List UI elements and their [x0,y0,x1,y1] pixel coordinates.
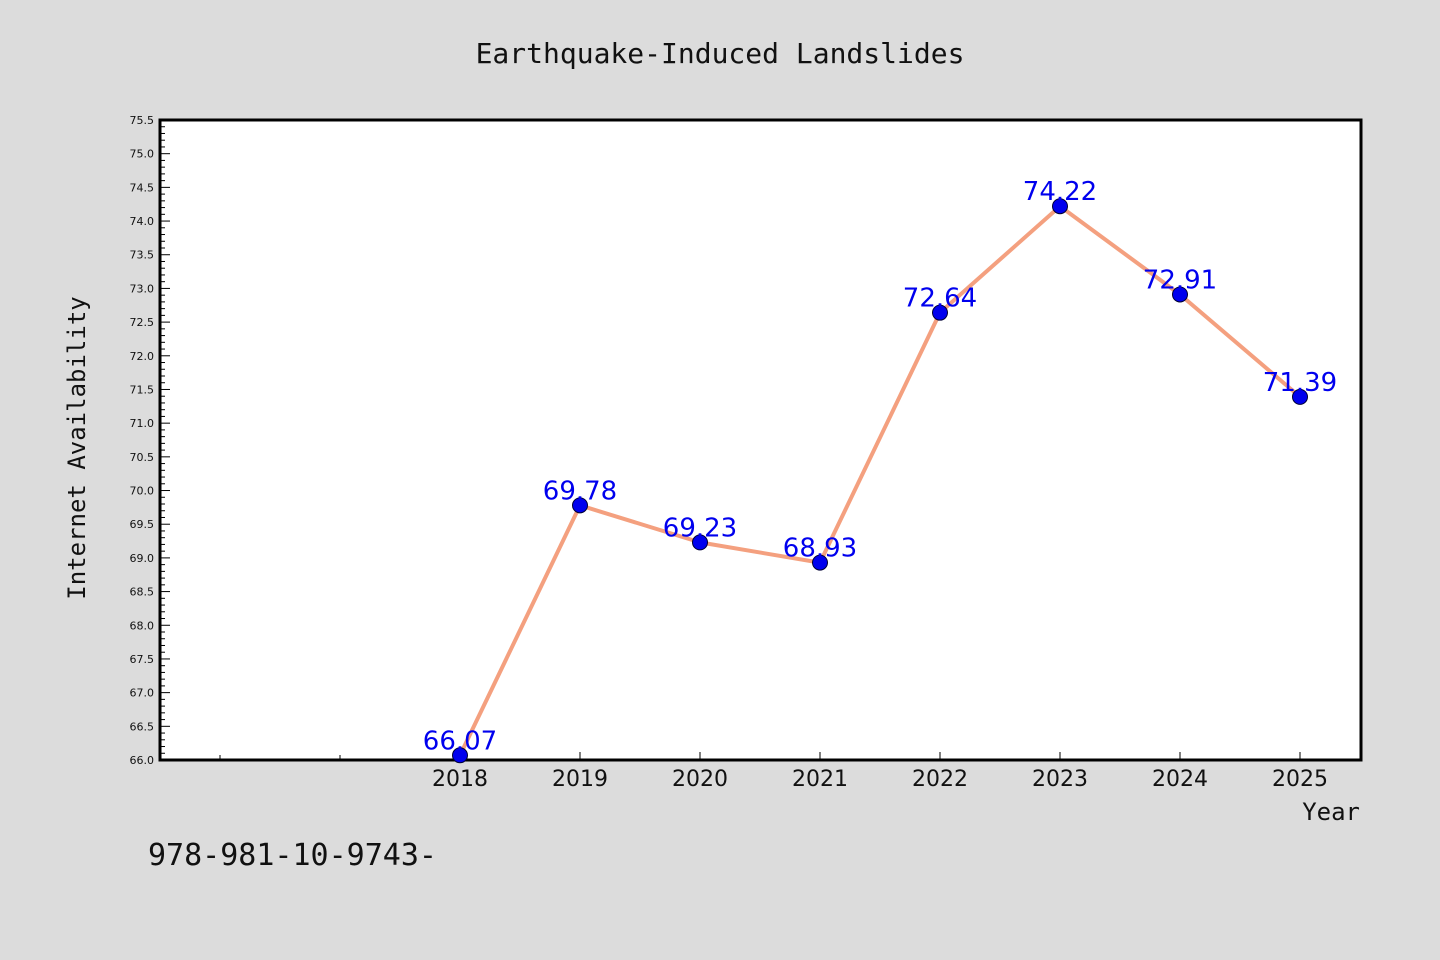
series-line [458,204,1302,757]
y-tick-label: 69.0 [130,552,155,565]
series-line-group [458,204,1302,757]
data-point [452,747,468,764]
y-tick-label: 72.5 [130,316,155,329]
y-tick-label: 66.5 [130,720,155,733]
y-tick-label: 73.5 [130,249,155,262]
y-axis-ticks: 66.0 66.5 67.0 67.5 68.0 68.5 69.0 69.5 70.0 70.5… [130,114,170,767]
y-tick-label: 69.5 [130,518,155,531]
data-label: 71.39 [1263,368,1337,398]
y-tick-label: 66.0 [130,754,155,767]
chart-title: Earthquake-Induced Landslides [476,37,965,70]
data-point [692,534,708,551]
plot-area [158,118,1363,762]
data-label: 72.64 [903,284,977,314]
y-tick-label: 70.5 [130,451,155,464]
x-tick-label: 2022 [912,767,968,792]
x-tick-label: 2020 [672,767,728,792]
data-label: 66.07 [423,726,497,756]
data-point [1292,388,1308,405]
y-tick-label: 75.5 [130,114,155,127]
data-label: 68.93 [783,534,857,564]
y-tick-label: 71.5 [130,383,155,396]
y-tick-label: 72.0 [130,350,155,363]
y-tick-label: 75.0 [130,148,155,161]
x-tick-label: 2024 [1152,767,1208,792]
y-tick-label: 67.0 [130,687,155,700]
x-tick-label: 2021 [792,767,848,792]
data-labels: 66.07 69.78 69.23 68.93 72.64 74.22 72.91 71.39 [423,177,1337,756]
y-tick-label: 74.0 [130,215,155,228]
data-point [932,304,948,321]
x-axis-label: Year [1302,798,1360,826]
x-tick-label: 2025 [1272,767,1328,792]
data-label: 74.22 [1023,177,1097,207]
x-tick-label: 2018 [432,767,488,792]
data-label: 69.78 [543,476,617,506]
footer-code: 978-981-10-9743- [148,838,437,873]
x-tick-label: 2019 [552,767,608,792]
x-tick-label: 2023 [1032,767,1088,792]
data-point [1052,198,1068,215]
y-tick-label: 68.5 [130,586,155,599]
x-axis-ticks: 2018 2019 2020 2021 2022 2023 2024 2025 [219,752,1328,792]
data-markers [452,198,1308,764]
y-tick-label: 67.5 [130,653,155,666]
data-point [572,497,588,514]
data-label: 69.23 [663,513,737,543]
data-label: 72.91 [1143,265,1217,295]
y-tick-label: 74.5 [130,181,155,194]
y-tick-label: 68.0 [130,619,155,632]
y-axis-label: Internet Availability [63,296,91,599]
y-tick-label: 70.0 [130,485,155,498]
data-point [1172,286,1188,303]
y-tick-label: 73.0 [130,282,155,295]
y-tick-label: 71.0 [130,417,155,430]
data-point [812,554,828,571]
